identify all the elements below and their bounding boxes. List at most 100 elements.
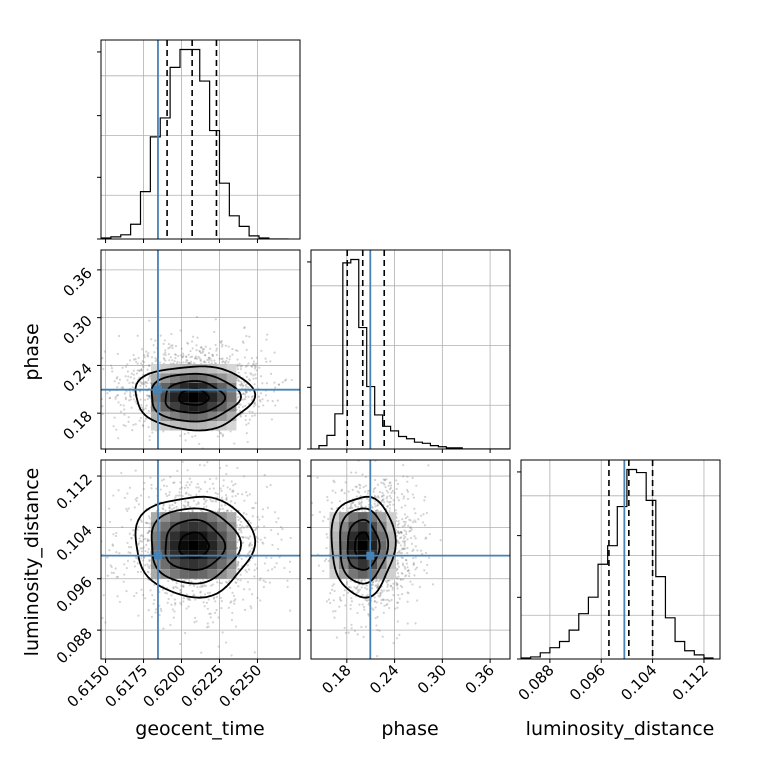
scatter-point: [253, 363, 256, 366]
scatter-point: [207, 352, 211, 355]
scatter-point: [247, 537, 250, 540]
scatter-point: [269, 360, 272, 363]
scatter-point: [349, 579, 352, 583]
scatter-point: [129, 551, 132, 554]
scatter-point: [288, 570, 291, 573]
scatter-point: [179, 434, 182, 437]
density-cell: [207, 531, 218, 541]
scatter-point: [199, 591, 202, 594]
density-cell: [226, 383, 237, 393]
scatter-point: [413, 535, 416, 538]
scatter-point: [201, 351, 204, 354]
scatter-point: [194, 357, 197, 360]
scatter-point: [356, 591, 359, 594]
scatter-point: [189, 505, 192, 508]
scatter-point: [402, 464, 405, 467]
density-cell: [169, 373, 180, 384]
scatter-point: [234, 581, 237, 584]
scatter-point: [225, 496, 228, 499]
scatter-point: [346, 591, 350, 594]
scatter-point: [224, 493, 228, 497]
scatter-point: [364, 505, 367, 508]
scatter-point: [227, 345, 230, 348]
scatter-point: [354, 485, 357, 488]
scatter-point: [399, 577, 402, 581]
scatter-point: [147, 426, 150, 429]
scatter-point: [132, 381, 135, 385]
scatter-point: [246, 552, 250, 555]
scatter-point: [388, 481, 391, 485]
scatter-point: [325, 600, 329, 603]
scatter-point: [185, 484, 188, 487]
scatter-point: [211, 353, 214, 356]
scatter-point: [199, 585, 202, 588]
scatter-point: [179, 588, 182, 592]
scatter-point: [358, 502, 361, 506]
scatter-point: [380, 578, 383, 581]
density-cell: [198, 569, 208, 579]
scatter-point: [142, 559, 145, 562]
density-cell: [217, 383, 227, 393]
scatter-point: [162, 504, 165, 507]
scatter-point: [416, 549, 419, 552]
scatter-point: [397, 532, 401, 535]
scatter-point: [392, 594, 395, 597]
scatter-point: [248, 551, 251, 554]
density-cell: [179, 392, 189, 403]
scatter-point: [414, 537, 417, 540]
scatter-point: [401, 556, 404, 559]
scatter-point: [141, 364, 144, 367]
scatter-point: [180, 603, 183, 606]
scatter-point: [203, 584, 206, 588]
scatter-point: [395, 583, 398, 586]
scatter-point: [106, 391, 109, 395]
scatter-point: [183, 504, 186, 507]
scatter-point: [208, 612, 211, 615]
scatter-point: [128, 532, 131, 535]
scatter-point: [221, 433, 225, 436]
scatter-point: [241, 384, 244, 387]
scatter-point: [277, 383, 281, 386]
scatter-point: [153, 598, 156, 602]
scatter-point: [140, 534, 143, 537]
scatter-point: [185, 358, 188, 362]
scatter-point: [253, 575, 256, 578]
scatter-point: [173, 360, 176, 363]
joint-geocent_time-luminosity_distance: [101, 460, 300, 659]
scatter-point: [256, 537, 259, 540]
scatter-point: [215, 353, 218, 356]
scatter-point: [160, 609, 163, 612]
density-cell: [150, 411, 161, 422]
scatter-point: [350, 504, 353, 508]
scatter-point: [132, 369, 135, 372]
scatter-point: [252, 377, 255, 380]
scatter-point: [178, 361, 181, 364]
scatter-point: [251, 363, 255, 366]
scatter-point: [168, 504, 171, 507]
scatter-point: [408, 530, 411, 533]
scatter-point: [245, 431, 248, 435]
scatter-point: [406, 566, 409, 569]
scatter-point: [233, 442, 236, 445]
scatter-point: [264, 357, 267, 360]
scatter-point: [117, 401, 120, 404]
scatter-point: [133, 506, 136, 509]
scatter-point: [143, 420, 146, 423]
scatter-point: [240, 382, 243, 385]
density-cell: [207, 521, 218, 532]
scatter-point: [329, 601, 332, 605]
scatter-point: [179, 601, 182, 604]
density-cell: [188, 421, 199, 431]
density-cell: [217, 392, 227, 403]
scatter-point: [237, 568, 240, 571]
scatter-point: [251, 395, 254, 398]
scatter-point: [253, 569, 256, 572]
scatter-point: [396, 568, 399, 571]
scatter-point: [334, 609, 337, 613]
density-cell: [179, 540, 189, 551]
density-cell: [329, 569, 339, 579]
scatter-point: [147, 379, 150, 382]
scatter-point: [148, 394, 151, 397]
scatter-point: [400, 551, 403, 555]
scatter-point: [244, 404, 247, 408]
